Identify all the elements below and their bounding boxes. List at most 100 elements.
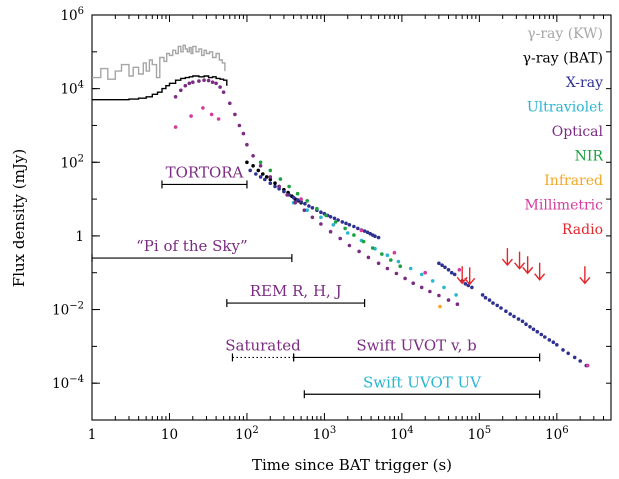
legend-entry: Radio	[562, 222, 603, 238]
data-point	[356, 226, 360, 231]
legend-entry: Millimetric	[525, 198, 604, 214]
data-point	[504, 309, 508, 314]
data-point	[268, 181, 273, 185]
data-point	[291, 195, 296, 200]
data-point	[258, 160, 263, 165]
data-point	[173, 95, 178, 99]
data-point	[307, 204, 311, 208]
upper-limit-arrow	[501, 248, 513, 267]
data-point	[261, 172, 265, 176]
data-point	[457, 268, 462, 272]
data-point	[524, 322, 528, 327]
series	[291, 200, 458, 297]
data-point	[408, 266, 413, 271]
series-line	[92, 44, 226, 80]
observation-intervals: TORTORA “Pi of the Sky” REM R, H, J Swift U…	[91, 163, 541, 399]
data-point	[449, 270, 454, 275]
data-point	[233, 112, 237, 117]
x-tick-label: 103	[313, 425, 337, 443]
data-point	[310, 215, 315, 220]
interval-label: Saturated	[225, 336, 301, 354]
data-point	[551, 340, 556, 345]
data-point	[394, 271, 399, 276]
data-point	[385, 266, 390, 271]
data-point	[248, 168, 252, 173]
data-point	[293, 200, 298, 205]
series	[92, 75, 228, 101]
data-point	[210, 80, 215, 84]
legend-entry: Infrared	[544, 173, 603, 189]
data-point	[455, 302, 460, 307]
data-point	[470, 285, 474, 290]
data-point	[201, 106, 205, 110]
data-point	[333, 220, 338, 224]
series	[92, 44, 226, 80]
data-point	[539, 332, 544, 337]
data-point	[295, 191, 300, 196]
legend-entry: γ-ray (KW)	[527, 26, 603, 42]
data-point	[310, 206, 315, 210]
x-axis: 1 10 102 103 104 105 106	[88, 15, 612, 443]
data-point	[305, 208, 310, 212]
data-point	[362, 229, 367, 233]
data-point	[483, 295, 488, 300]
interval-label: TORTORA	[166, 163, 244, 181]
data-point	[430, 279, 435, 283]
data-point	[173, 125, 178, 129]
data-point	[328, 215, 333, 219]
data-point	[344, 221, 348, 226]
data-point	[251, 154, 255, 158]
data-point	[396, 259, 401, 264]
data-point	[197, 79, 201, 83]
data-point	[446, 268, 451, 272]
data-point	[438, 304, 442, 309]
upper-limit-arrow	[534, 262, 546, 281]
data-point	[256, 168, 261, 173]
x-tick-label: 10	[161, 427, 178, 443]
x-tick-label: 105	[468, 425, 492, 443]
data-point	[273, 184, 277, 189]
data-point	[183, 83, 188, 88]
data-point	[302, 208, 307, 212]
data-point	[319, 222, 323, 226]
data-point	[361, 239, 366, 244]
y-axis-label: Flux density (mJy)	[10, 149, 28, 287]
data-point	[338, 236, 343, 241]
data-point	[209, 112, 214, 117]
data-point	[373, 234, 377, 238]
data-point	[241, 131, 246, 136]
data-point	[437, 293, 441, 298]
data-point	[268, 175, 273, 179]
series	[438, 304, 442, 309]
data-point	[347, 243, 352, 248]
data-point	[347, 223, 352, 227]
legend-entry: Optical	[552, 124, 604, 140]
upper-limit-arrow	[464, 267, 476, 286]
x-tick-label: 104	[390, 425, 414, 443]
y-tick-label: 10−4	[52, 374, 84, 392]
interval-label: Swift UVOT v, b	[356, 336, 476, 354]
data-point	[480, 293, 485, 297]
interval-label: REM R, H, J	[250, 282, 342, 300]
data-point	[277, 184, 281, 189]
legend-entry: NIR	[575, 149, 604, 165]
data-point	[237, 123, 242, 128]
data-point	[315, 206, 319, 211]
legend-entry: Ultraviolet	[527, 100, 604, 116]
data-point	[319, 210, 323, 214]
data-point	[555, 343, 559, 347]
data-point	[264, 175, 269, 179]
data-point	[245, 142, 249, 147]
data-point	[331, 223, 336, 227]
data-point	[299, 199, 303, 204]
data-point	[319, 215, 323, 220]
data-point	[336, 218, 340, 222]
data-point	[520, 319, 525, 324]
data-point	[385, 253, 390, 257]
data-point	[411, 281, 416, 286]
data-point	[202, 78, 206, 82]
data-point	[221, 90, 226, 94]
y-tick-label: 102	[60, 153, 84, 171]
series-line	[92, 75, 228, 101]
